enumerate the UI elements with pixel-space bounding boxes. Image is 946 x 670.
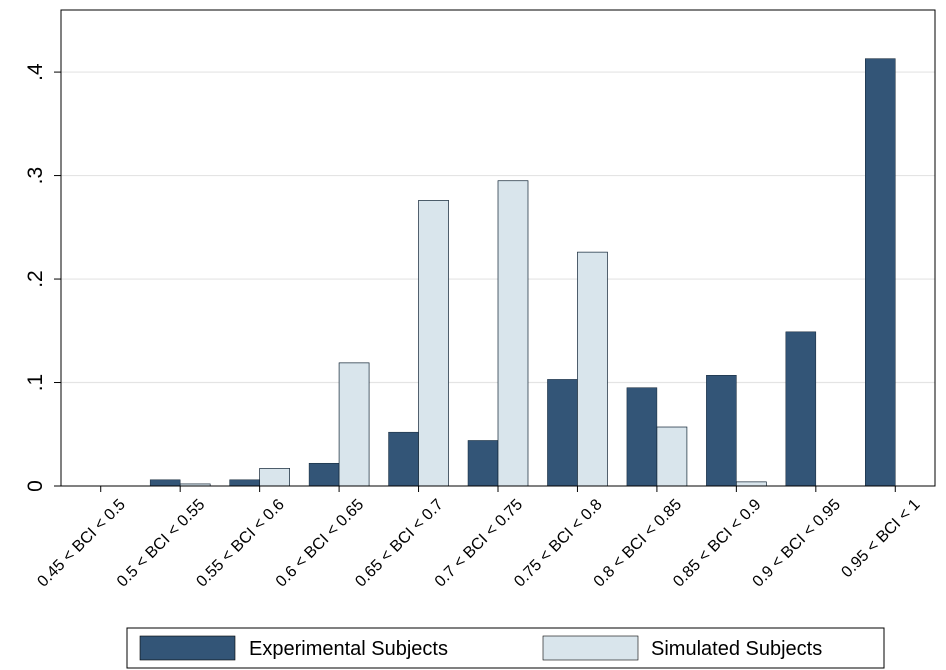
legend-label-simulated: Simulated Subjects: [651, 638, 822, 660]
bar-experimental: [706, 375, 737, 487]
bar-simulated: [736, 481, 767, 487]
bar-simulated: [577, 251, 608, 487]
bar-simulated: [656, 426, 688, 487]
bar-experimental: [785, 331, 817, 487]
legend: Experimental Subjects Simulated Subjects: [126, 627, 885, 669]
y-tick-label: 0: [24, 480, 47, 492]
bar-experimental: [467, 440, 499, 487]
bar-experimental: [865, 58, 896, 487]
legend-box: [126, 627, 885, 669]
y-tick-label: .1: [24, 374, 47, 392]
legend-label-experimental: Experimental Subjects: [249, 638, 448, 660]
bar-experimental: [149, 479, 181, 487]
legend-swatch-experimental: [139, 635, 236, 661]
bar-experimental: [388, 431, 419, 487]
bar-experimental: [229, 479, 260, 487]
bar-simulated: [259, 468, 290, 487]
y-tick-label: .3: [24, 167, 47, 185]
bar-simulated: [418, 200, 449, 487]
bar-experimental: [308, 462, 340, 487]
bars: [149, 58, 896, 487]
legend-swatch-simulated: [542, 635, 639, 661]
bar-simulated: [497, 180, 529, 487]
bar-simulated: [338, 362, 370, 487]
y-tick-label: .4: [24, 63, 47, 81]
y-axis: 0 .1 .2 .3 .4: [24, 63, 61, 492]
bar-experimental: [626, 387, 658, 487]
bar-experimental: [547, 379, 578, 487]
y-tick-label: .2: [24, 270, 47, 288]
